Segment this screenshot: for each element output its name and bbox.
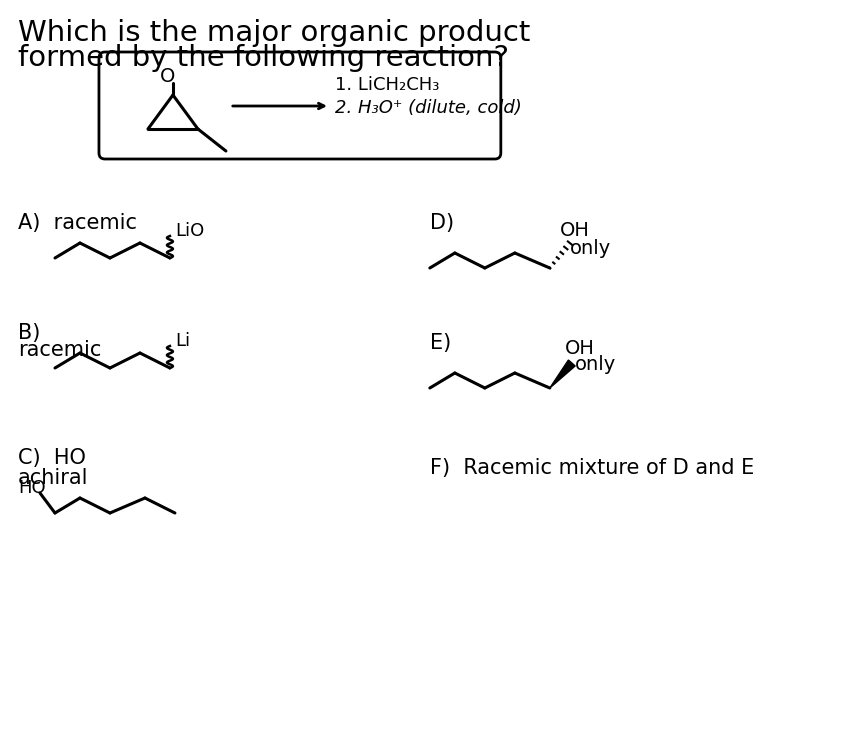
Text: racemic: racemic (18, 340, 102, 360)
Text: only: only (570, 238, 611, 257)
Text: O: O (160, 67, 176, 86)
Text: LiO: LiO (175, 222, 204, 240)
Text: 2. H₃O⁺ (dilute, cold): 2. H₃O⁺ (dilute, cold) (335, 99, 522, 117)
Text: 1. LiCH₂CH₃: 1. LiCH₂CH₃ (335, 76, 439, 94)
Text: Which is the major organic product: Which is the major organic product (18, 19, 530, 47)
Text: B): B) (18, 323, 41, 343)
Text: F)  Racemic mixture of D and E: F) Racemic mixture of D and E (430, 458, 754, 478)
Text: A)  racemic: A) racemic (18, 213, 137, 233)
Text: only: only (575, 356, 616, 375)
Text: OH: OH (560, 221, 589, 240)
Text: C)  HO: C) HO (18, 448, 86, 468)
FancyBboxPatch shape (99, 52, 501, 159)
Text: formed by the following reaction?: formed by the following reaction? (18, 44, 509, 72)
Text: E): E) (430, 333, 451, 353)
Text: D): D) (430, 213, 454, 233)
Text: Li: Li (175, 332, 190, 350)
Text: OH: OH (565, 339, 594, 358)
Text: achiral: achiral (18, 468, 88, 488)
Text: HO: HO (18, 479, 46, 497)
Polygon shape (550, 360, 575, 388)
